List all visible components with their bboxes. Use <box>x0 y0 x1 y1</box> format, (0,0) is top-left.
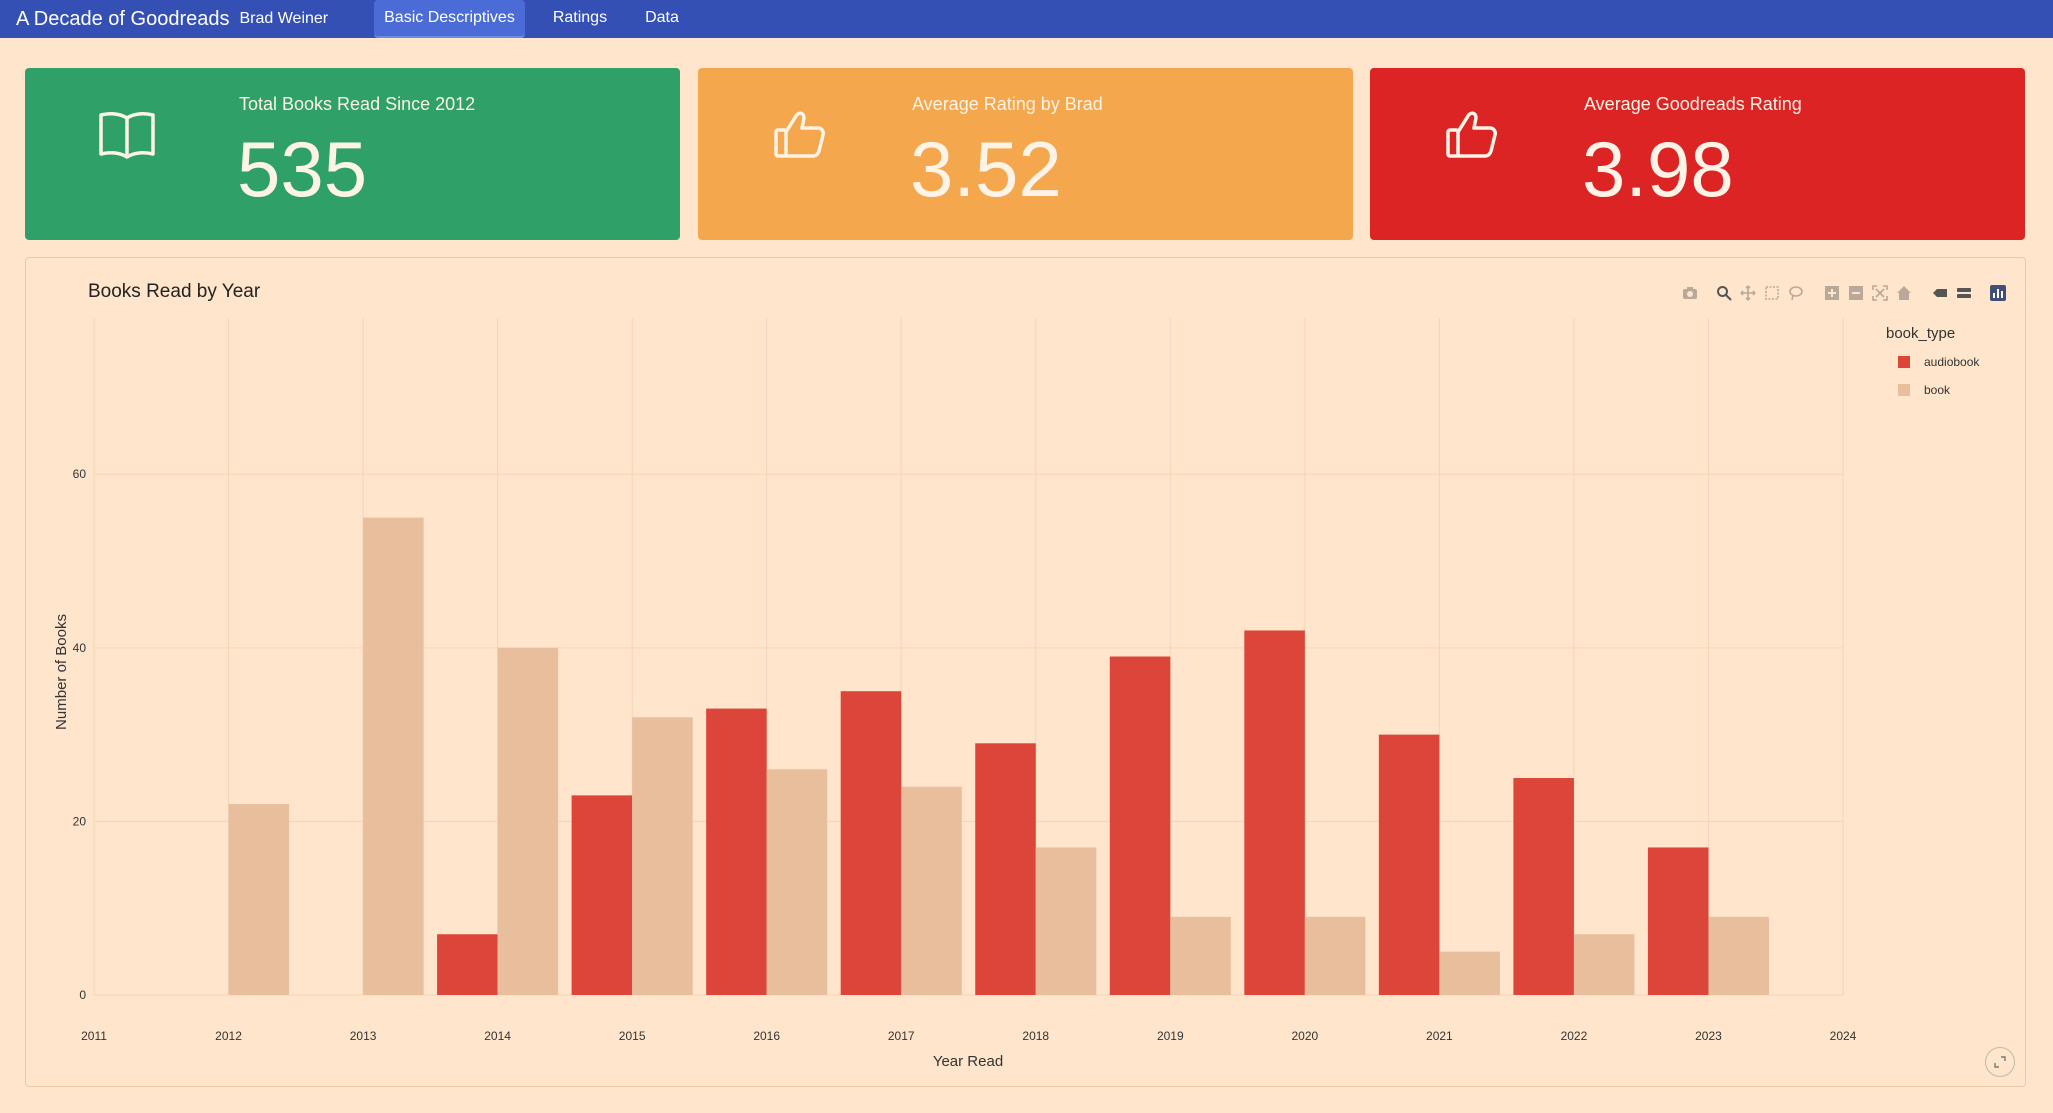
bar-audiobook-2020[interactable] <box>1244 630 1305 995</box>
value-box-value: 3.98 <box>1582 125 1734 213</box>
nav-tabs: Basic Descriptives Ratings Data <box>374 0 707 38</box>
legend-item-book[interactable]: book <box>1886 376 1979 404</box>
y-tick-label: 60 <box>73 467 87 481</box>
lasso-icon[interactable] <box>1786 284 1806 302</box>
pan-icon[interactable] <box>1738 284 1758 302</box>
x-tick-label: 2017 <box>888 1029 915 1043</box>
value-box-label: Average Rating by Brad <box>912 94 1103 114</box>
bar-audiobook-2016[interactable] <box>706 708 767 995</box>
bar-book-2020[interactable] <box>1304 916 1366 995</box>
value-box-label: Average Goodreads Rating <box>1584 94 1802 114</box>
y-axis-label: Number of Books <box>53 614 70 730</box>
x-tick-label: 2020 <box>1291 1029 1318 1043</box>
legend-item-audiobook[interactable]: audiobook <box>1886 348 1979 376</box>
reset-axes-icon[interactable] <box>1894 284 1914 302</box>
value-box-avg-goodreads-rating: Average Goodreads Rating 3.98 <box>1370 68 2025 240</box>
legend-swatch <box>1898 384 1910 396</box>
x-tick-label: 2021 <box>1426 1029 1453 1043</box>
camera-icon[interactable] <box>1680 284 1700 302</box>
bar-book-2012[interactable] <box>228 804 290 995</box>
x-tick-label: 2014 <box>484 1029 511 1043</box>
x-tick-label: 2012 <box>215 1029 242 1043</box>
autoscale-icon[interactable] <box>1870 284 1890 302</box>
box-select-icon[interactable] <box>1762 284 1782 302</box>
y-tick-label: 40 <box>73 641 87 655</box>
value-box-label: Total Books Read Since 2012 <box>239 94 476 114</box>
bar-audiobook-2017[interactable] <box>840 691 902 995</box>
plot-modebar <box>1680 284 2012 302</box>
bar-audiobook-2023[interactable] <box>1647 847 1709 995</box>
bar-audiobook-2014[interactable] <box>437 934 498 995</box>
bar-book-2018[interactable] <box>1035 847 1097 995</box>
y-tick-label: 20 <box>73 814 87 828</box>
value-box-value: 3.52 <box>910 125 1062 213</box>
zoom-out-icon[interactable] <box>1846 284 1866 302</box>
bar-book-2019[interactable] <box>1170 916 1231 995</box>
app-title[interactable]: A Decade of Goodreads <box>16 7 230 30</box>
x-axis-label: Year Read <box>933 1053 1003 1070</box>
x-tick-label: 2019 <box>1157 1029 1184 1043</box>
bar-book-2023[interactable] <box>1708 916 1770 995</box>
legend-label: audiobook <box>1924 355 1980 369</box>
bar-book-2017[interactable] <box>901 786 962 995</box>
bar-book-2013[interactable] <box>363 517 424 995</box>
thumbs-up-icon <box>1440 102 1504 166</box>
x-tick-label: 2022 <box>1561 1029 1588 1043</box>
x-tick-label: 2015 <box>619 1029 646 1043</box>
legend-label: book <box>1924 383 1951 397</box>
chart-title: Books Read by Year <box>88 281 261 302</box>
x-tick-label: 2023 <box>1695 1029 1722 1043</box>
bar-book-2016[interactable] <box>766 769 828 995</box>
book-open-icon <box>95 102 159 166</box>
plotly-logo-icon[interactable] <box>1988 284 2008 302</box>
value-box-avg-rating-brad: Average Rating by Brad 3.52 <box>698 68 1353 240</box>
navbar: A Decade of Goodreads Brad Weiner Basic … <box>0 0 2053 38</box>
bar-audiobook-2022[interactable] <box>1513 778 1574 995</box>
x-tick-label: 2024 <box>1830 1029 1857 1043</box>
y-tick-label: 0 <box>79 988 86 1002</box>
bar-audiobook-2018[interactable] <box>975 743 1036 995</box>
value-box-value: 535 <box>237 125 368 213</box>
author-name: Brad Weiner <box>239 10 329 27</box>
x-tick-label: 2013 <box>350 1029 377 1043</box>
value-box-total-books: Total Books Read Since 2012 535 <box>25 68 680 240</box>
tab-data[interactable]: Data <box>645 9 679 26</box>
tab-basic-descriptives[interactable]: Basic Descriptives <box>374 0 525 38</box>
bar-book-2015[interactable] <box>632 717 693 995</box>
bar-book-2022[interactable] <box>1573 934 1635 995</box>
tab-ratings[interactable]: Ratings <box>552 9 608 26</box>
zoom-in-icon[interactable] <box>1822 284 1842 302</box>
zoom-icon[interactable] <box>1714 284 1734 302</box>
bar-book-2021[interactable] <box>1439 951 1500 995</box>
legend-title: book_type <box>1886 325 1956 342</box>
spike-lines-icon[interactable] <box>1930 284 1950 302</box>
thumbs-up-icon <box>768 102 832 166</box>
bar-audiobook-2019[interactable] <box>1109 656 1171 996</box>
bar-audiobook-2021[interactable] <box>1378 734 1440 995</box>
x-tick-label: 2016 <box>753 1029 780 1043</box>
bar-audiobook-2015[interactable] <box>571 795 633 995</box>
x-tick-label: 2018 <box>1022 1029 1049 1043</box>
expand-icon[interactable] <box>1985 1047 2015 1077</box>
chart-legend: book_type audiobook book <box>1886 325 1979 404</box>
bar-book-2014[interactable] <box>497 647 559 995</box>
x-tick-label: 2011 <box>81 1029 107 1043</box>
legend-swatch <box>1898 356 1910 368</box>
compare-hover-icon[interactable] <box>1954 284 1974 302</box>
